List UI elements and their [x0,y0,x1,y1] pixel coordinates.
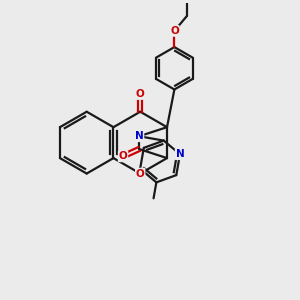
Text: N: N [135,131,143,141]
Text: O: O [136,89,145,99]
Text: O: O [170,26,179,36]
Text: O: O [118,152,127,161]
Text: O: O [136,169,145,178]
Text: N: N [176,149,184,159]
